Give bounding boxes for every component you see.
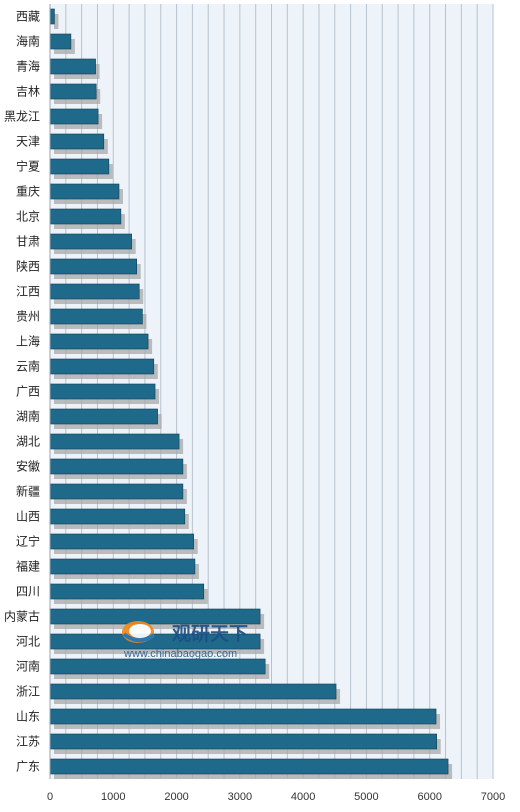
bar-宁夏 xyxy=(49,158,110,175)
category-label: 安徽 xyxy=(16,459,40,474)
category-label: 山东 xyxy=(16,710,40,724)
category-label: 广西 xyxy=(16,385,40,399)
x-tick-label: 7000 xyxy=(481,791,505,803)
watermark-url: www.chinabaogao.com xyxy=(123,648,237,660)
category-label: 陕西 xyxy=(16,259,40,274)
category-label: 新疆 xyxy=(16,484,40,499)
x-tick-label: 4000 xyxy=(291,791,315,803)
bar-吉林 xyxy=(49,83,97,100)
bar-湖北 xyxy=(49,433,180,450)
bars xyxy=(49,8,449,775)
category-label: 湖北 xyxy=(16,434,40,449)
category-labels: 西藏海南青海吉林黑龙江天津宁夏重庆北京甘肃陕西江西贵州上海云南广西湖南湖北安徽新… xyxy=(4,10,40,774)
category-label: 浙江 xyxy=(16,685,40,699)
bar-重庆 xyxy=(49,183,120,200)
category-label: 江苏 xyxy=(16,735,40,749)
bar-北京 xyxy=(49,208,122,225)
category-label: 海南 xyxy=(16,34,40,49)
category-label: 贵州 xyxy=(16,310,40,324)
x-tick-label: 0 xyxy=(47,791,53,803)
bar-江苏 xyxy=(49,733,437,750)
category-label: 甘肃 xyxy=(16,235,40,249)
category-label: 黑龙江 xyxy=(4,110,40,124)
category-label: 河南 xyxy=(16,659,40,674)
bar-新疆 xyxy=(49,483,184,500)
bar-天津 xyxy=(49,133,105,150)
x-tick-label: 6000 xyxy=(417,791,441,803)
category-label: 吉林 xyxy=(16,85,40,99)
category-label: 江西 xyxy=(16,285,40,299)
category-label: 云南 xyxy=(16,359,40,374)
bar-贵州 xyxy=(49,308,143,325)
bar-甘肃 xyxy=(49,233,132,250)
bar-河南 xyxy=(49,658,266,675)
x-tick-label: 3000 xyxy=(228,791,252,803)
x-tick-label: 1000 xyxy=(101,791,125,803)
bar-上海 xyxy=(49,333,149,350)
category-label: 福建 xyxy=(16,559,40,574)
bar-广西 xyxy=(49,383,156,400)
category-label: 河北 xyxy=(16,635,40,649)
category-label: 北京 xyxy=(16,210,40,224)
category-label: 湖南 xyxy=(16,409,40,424)
bar-陕西 xyxy=(49,258,138,275)
bar-西藏 xyxy=(49,8,55,25)
bar-四川 xyxy=(49,583,205,600)
bar-海南 xyxy=(49,33,72,50)
watermark-title: 观研天下 xyxy=(172,623,248,645)
bar-shadow xyxy=(54,14,59,29)
bar-广东 xyxy=(49,758,449,775)
x-tick-label: 2000 xyxy=(164,791,188,803)
category-label: 上海 xyxy=(16,334,40,349)
category-label: 宁夏 xyxy=(16,159,40,174)
category-label: 广东 xyxy=(16,760,40,774)
bar-山东 xyxy=(49,708,437,725)
category-label: 重庆 xyxy=(16,185,40,199)
category-label: 内蒙古 xyxy=(4,609,40,624)
watermark: 观研天下 www.chinabaogao.com xyxy=(122,621,248,660)
category-label: 山西 xyxy=(16,510,40,524)
category-label: 辽宁 xyxy=(16,534,40,549)
bar-云南 xyxy=(49,358,155,375)
bar-湖南 xyxy=(49,408,158,425)
bar-江西 xyxy=(49,283,140,300)
chinabaogao-logo-icon xyxy=(122,621,156,643)
bar-辽宁 xyxy=(49,533,194,550)
category-label: 青海 xyxy=(16,59,40,74)
bar-安徽 xyxy=(49,458,184,475)
x-axis-tick-labels: 0 1000 2000 3000 4000 5000 6000 7000 xyxy=(47,791,505,803)
category-label: 天津 xyxy=(16,135,40,149)
bar-青海 xyxy=(49,58,96,75)
bar-福建 xyxy=(49,558,196,575)
x-tick-label: 5000 xyxy=(354,791,378,803)
bar-浙江 xyxy=(49,683,337,700)
category-label: 西藏 xyxy=(16,10,40,24)
bar-内蒙古 xyxy=(49,608,261,625)
bar-山西 xyxy=(49,508,186,525)
bar-黑龙江 xyxy=(49,108,99,125)
category-label: 四川 xyxy=(16,585,40,599)
